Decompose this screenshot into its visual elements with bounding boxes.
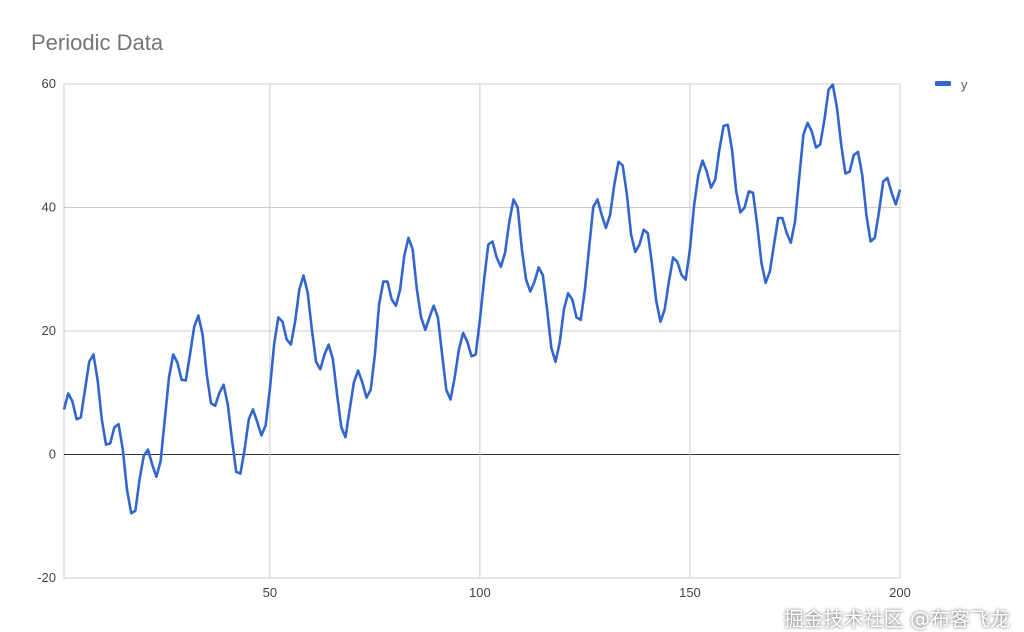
gridlines: [63, 83, 901, 579]
legend-swatch-y: [935, 81, 951, 86]
y-tick-label: 60: [42, 76, 56, 91]
x-axis: 50 100 150 200: [263, 585, 911, 600]
y-tick-label: 20: [42, 323, 56, 338]
y-tick-label: 40: [42, 200, 56, 215]
x-tick-label: 150: [679, 585, 701, 600]
y-axis: -20 0 20 40 60: [37, 76, 56, 585]
x-tick-label: 100: [469, 585, 491, 600]
y-tick-label: 0: [49, 447, 56, 462]
series-line-y: [62, 83, 902, 515]
legend-label-y: y: [961, 77, 968, 92]
x-tick-label: 50: [263, 585, 277, 600]
legend[interactable]: y: [935, 77, 968, 92]
chart-title: Periodic Data: [31, 30, 164, 55]
x-tick-label: 200: [889, 585, 911, 600]
y-tick-label: -20: [37, 570, 56, 585]
watermark: 掘金技术社区 @布客飞龙: [783, 607, 1010, 631]
series-group: [62, 83, 902, 515]
